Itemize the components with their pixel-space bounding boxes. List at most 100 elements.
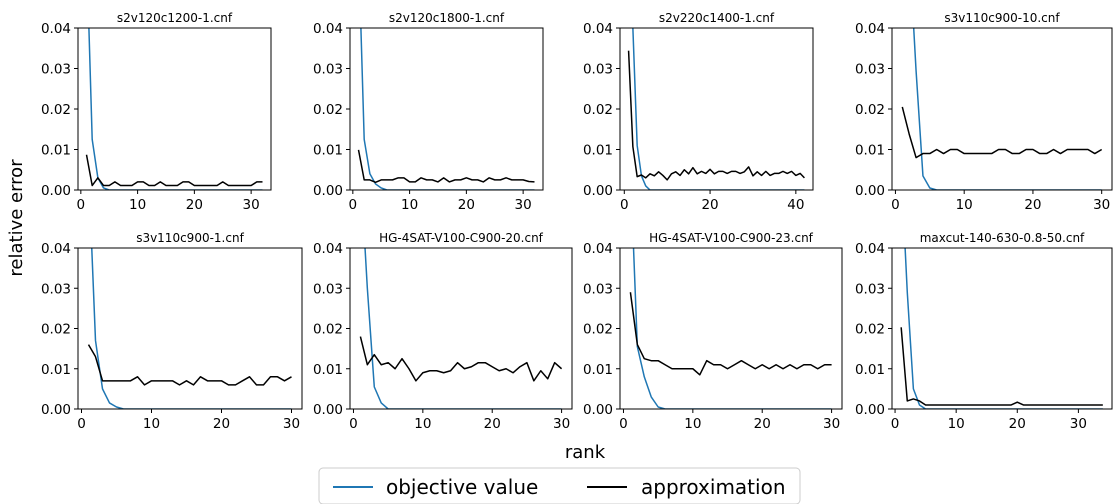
axes-frame bbox=[77, 247, 303, 410]
x-tick-label: 10 bbox=[414, 416, 431, 432]
y-tick-label: 0.04 bbox=[855, 241, 885, 257]
y-tick-label: 0.03 bbox=[583, 62, 613, 78]
x-tick-label: 10 bbox=[956, 197, 973, 213]
panel-7: HG-4SAT-V100-C900-23.cnf 0.00 0.01 0.02 0.03… bbox=[583, 231, 843, 432]
x-tick-label: 20 bbox=[754, 416, 771, 432]
panel-4: s3v110c900-10.cnf 0.00 0.01 0.02 0.03 0.04 0 10… bbox=[855, 11, 1113, 213]
x-tick-label: 30 bbox=[1093, 197, 1110, 213]
series-approximation bbox=[627, 50, 805, 181]
series-approximation bbox=[87, 344, 292, 386]
series-objective-value bbox=[632, 28, 805, 190]
y-tick-label: 0.04 bbox=[41, 241, 71, 257]
y-tick-label: 0.00 bbox=[855, 402, 885, 418]
x-tick-label: 0 bbox=[891, 416, 900, 432]
y-tick-label: 0.03 bbox=[855, 62, 885, 78]
panels: s2v120c1200-1.cnf 0.00 0.01 0.02 0.03 0.04 0 10… bbox=[41, 11, 1113, 432]
x-tick-label: 30 bbox=[243, 197, 260, 213]
panel-title: HG-4SAT-V100-C900-20.cnf bbox=[379, 231, 544, 245]
y-tick-label: 0.02 bbox=[41, 322, 71, 338]
y-tick-label: 0.02 bbox=[583, 102, 613, 118]
legend-frame bbox=[318, 467, 801, 504]
y-tick-label: 0.01 bbox=[313, 143, 343, 159]
x-tick-label: 0 bbox=[891, 197, 900, 213]
y-tick-label: 0.02 bbox=[855, 102, 885, 118]
panel-title: s2v120c1200-1.cnf bbox=[117, 11, 233, 25]
x-tick-label: 20 bbox=[1009, 416, 1026, 432]
panel-1: s2v120c1200-1.cnf 0.00 0.01 0.02 0.03 0.04 0 10… bbox=[41, 11, 272, 213]
y-tick-label: 0.01 bbox=[41, 143, 71, 159]
legend-label-objective: objective value bbox=[386, 475, 538, 499]
x-tick-label: 20 bbox=[701, 197, 718, 213]
x-tick-label: 40 bbox=[787, 197, 804, 213]
x-tick-label: 30 bbox=[1070, 416, 1087, 432]
y-tick-label: 0.01 bbox=[583, 362, 613, 378]
y-tick-label: 0.01 bbox=[313, 362, 343, 378]
panel-2: s2v120c1800-1.cnf 0.00 0.01 0.02 0.03 0.04 0 10… bbox=[313, 11, 544, 213]
x-tick-label: 20 bbox=[186, 197, 203, 213]
y-tick-label: 0.02 bbox=[855, 322, 885, 338]
y-tick-label: 0.03 bbox=[313, 62, 343, 78]
series-approximation bbox=[357, 149, 535, 184]
y-tick-label: 0.02 bbox=[313, 102, 343, 118]
x-tick-label: 10 bbox=[143, 416, 160, 432]
x-tick-label: 30 bbox=[553, 416, 570, 432]
y-tick-label: 0.01 bbox=[41, 362, 71, 378]
x-tick-label: 20 bbox=[1024, 197, 1041, 213]
series-approximation bbox=[359, 336, 563, 382]
x-tick-label: 0 bbox=[77, 197, 86, 213]
axes-frame bbox=[619, 27, 814, 191]
series-approximation bbox=[901, 106, 1103, 159]
y-tick-label: 0.03 bbox=[41, 62, 71, 78]
y-tick-label: 0.03 bbox=[855, 281, 885, 297]
y-axis-label: relative error bbox=[6, 159, 27, 277]
x-tick-label: 0 bbox=[349, 416, 358, 432]
legend: objective value approximation bbox=[318, 467, 801, 504]
y-tick-label: 0.02 bbox=[313, 322, 343, 338]
series-objective-value bbox=[91, 248, 292, 409]
y-tick-label: 0.03 bbox=[41, 281, 71, 297]
y-tick-label: 0.04 bbox=[313, 241, 343, 257]
x-tick-label: 30 bbox=[823, 416, 840, 432]
axes-frame bbox=[349, 247, 573, 410]
panel-6: HG-4SAT-V100-C900-20.cnf 0.00 0.01 0.02 0.03… bbox=[313, 231, 573, 432]
series-objective-value bbox=[912, 28, 1102, 190]
series-objective-value bbox=[632, 248, 832, 409]
y-tick-label: 0.00 bbox=[855, 183, 885, 199]
x-axis-label: rank bbox=[565, 442, 606, 463]
x-tick-label: 0 bbox=[77, 416, 86, 432]
y-tick-label: 0.03 bbox=[583, 281, 613, 297]
x-tick-label: 0 bbox=[620, 197, 629, 213]
panel-title: maxcut-140-630-0.8-50.cnf bbox=[920, 231, 1085, 245]
y-tick-label: 0.02 bbox=[41, 102, 71, 118]
y-tick-label: 0.00 bbox=[313, 183, 343, 199]
panel-title: s3v110c900-10.cnf bbox=[944, 11, 1060, 25]
y-tick-label: 0.00 bbox=[583, 402, 613, 418]
x-tick-label: 20 bbox=[458, 197, 475, 213]
axes-frame bbox=[349, 27, 544, 191]
x-tick-label: 20 bbox=[484, 416, 501, 432]
y-tick-label: 0.04 bbox=[313, 21, 343, 37]
axes-frame bbox=[619, 247, 843, 410]
panel-title: HG-4SAT-V100-C900-23.cnf bbox=[649, 231, 814, 245]
y-tick-label: 0.00 bbox=[41, 402, 71, 418]
y-tick-label: 0.00 bbox=[583, 183, 613, 199]
axes-frame bbox=[891, 27, 1113, 191]
y-tick-label: 0.02 bbox=[583, 322, 613, 338]
y-tick-label: 0.04 bbox=[583, 241, 613, 257]
y-tick-label: 0.04 bbox=[855, 21, 885, 37]
y-tick-label: 0.04 bbox=[583, 21, 613, 37]
x-tick-label: 30 bbox=[283, 416, 300, 432]
y-tick-label: 0.04 bbox=[41, 21, 71, 37]
panel-title: s3v110c900-1.cnf bbox=[136, 231, 244, 245]
axes-frame bbox=[891, 247, 1113, 410]
y-tick-label: 0.01 bbox=[855, 362, 885, 378]
x-tick-label: 10 bbox=[948, 416, 965, 432]
y-tick-label: 0.00 bbox=[41, 183, 71, 199]
y-tick-label: 0.01 bbox=[855, 143, 885, 159]
series-objective-value bbox=[904, 248, 1103, 409]
panel-title: s2v220c1400-1.cnf bbox=[659, 11, 775, 25]
axes-frame bbox=[77, 27, 272, 191]
y-tick-label: 0.03 bbox=[313, 281, 343, 297]
series-approximation bbox=[85, 154, 263, 187]
